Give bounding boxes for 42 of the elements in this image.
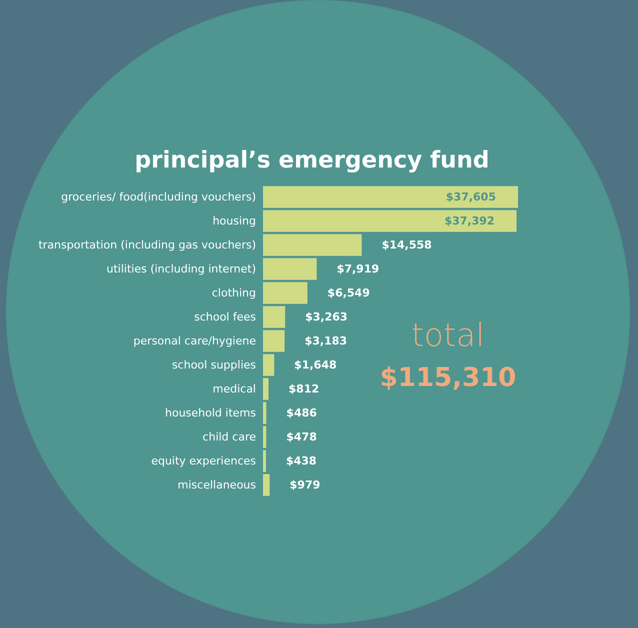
y-tick-label: medical (212, 382, 256, 396)
bar (263, 258, 317, 280)
y-tick-label: school supplies (172, 358, 256, 372)
y-tick-label: school fees (194, 310, 256, 324)
bar (263, 330, 285, 352)
y-tick-label: transportation (including gas vouchers) (38, 238, 256, 252)
y-tick-label: miscellaneous (178, 478, 256, 492)
y-tick-label: clothing (212, 286, 256, 300)
data-label: $478 (286, 430, 317, 444)
y-tick-label: equity experiences (151, 454, 256, 468)
bar (263, 282, 308, 304)
data-label: $7,919 (336, 262, 380, 276)
data-label: $3,183 (304, 334, 348, 348)
y-tick-label: groceries/ food(including vouchers) (61, 190, 256, 204)
data-label: $438 (286, 454, 317, 468)
data-label: $37,392 (444, 214, 495, 228)
bar (263, 186, 518, 208)
data-label: $6,549 (327, 286, 370, 300)
y-tick-label: child care (202, 430, 256, 444)
data-label: $37,605 (446, 190, 496, 204)
y-tick-label: housing (212, 214, 256, 228)
annotation: $115,310 (380, 363, 516, 393)
data-label: $979 (290, 478, 320, 492)
bar (263, 378, 269, 400)
bar (263, 426, 266, 448)
bar (263, 474, 270, 496)
annotation: total (411, 316, 485, 354)
data-label: $486 (286, 406, 318, 420)
y-tick-label: personal care/hygiene (133, 334, 256, 348)
data-label: $14,558 (382, 238, 432, 252)
data-label: $812 (288, 382, 320, 396)
data-label: $1,648 (294, 358, 337, 372)
y-tick-label: household items (165, 406, 256, 420)
bar (263, 354, 274, 376)
bar (263, 402, 266, 424)
bar (263, 234, 362, 256)
bar (263, 306, 286, 328)
data-label: $3,263 (305, 310, 348, 324)
chart-title: principal’s emergency fund (134, 148, 490, 174)
bar (263, 450, 266, 472)
bar (263, 210, 517, 232)
y-tick-label: utilities (including internet) (106, 262, 256, 276)
